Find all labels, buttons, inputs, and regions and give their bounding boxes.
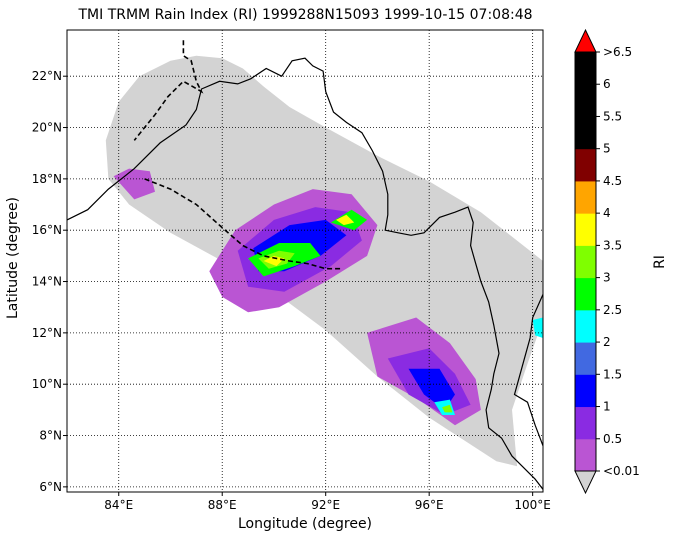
map-title: TMI TRMM Rain Index (RI) 1999288N15093 1… [78, 7, 533, 23]
y-tick-label-0: 6°N [39, 480, 62, 494]
y-tick-label-6: 18°N [32, 172, 62, 186]
colorbar-segment-5 [575, 277, 596, 311]
colorbar-segment-1 [575, 406, 596, 440]
y-tick-label-4: 14°N [32, 275, 62, 289]
colorbar-segment-0 [575, 438, 596, 472]
colorbar-tick-label-1: 0.5 [603, 432, 622, 446]
x-tick-label-3: 96°E [415, 498, 444, 512]
y-axis-label: Latitude (degree) [5, 196, 21, 320]
rain-region-10 [263, 255, 285, 267]
y-tick-label-2: 10°N [32, 377, 62, 391]
y-tick-label-3: 12°N [32, 326, 62, 340]
plot-frame [66, 29, 544, 493]
y-tick-label-8: 22°N [32, 69, 62, 83]
colorbar-over [574, 28, 597, 53]
colorbar-tick-label-12: 6 [603, 77, 611, 91]
colorbar-segment-9 [575, 148, 596, 182]
colorbar-tick-label-10: 5 [603, 142, 611, 156]
colorbar-tick-label-11: 5.5 [603, 109, 622, 123]
colorbar-segment-7 [575, 213, 596, 246]
colorbar-segment-3 [575, 342, 596, 375]
colorbar-segment-10 [575, 116, 596, 150]
colorbar-tick-label-2: 1 [603, 400, 611, 414]
coastline [67, 57, 543, 490]
colorbar-segment-6 [575, 245, 596, 279]
y-tick-label-7: 20°N [32, 121, 62, 135]
colorbar-tick-label-5: 2.5 [603, 303, 622, 317]
colorbar-tick-label-9: 4.5 [603, 174, 622, 188]
grid-layer [67, 30, 543, 492]
colorbar-tick-label-3: 1.5 [603, 367, 622, 381]
colorbar-tick-label-8: 4 [603, 206, 611, 220]
x-tick-label-1: 88°E [208, 498, 237, 512]
border-line [133, 40, 204, 141]
colorbar-label: RI [652, 255, 668, 269]
y-tick-label-5: 16°N [32, 223, 62, 237]
storm-track [144, 178, 342, 270]
colorbar-under [574, 470, 597, 495]
colorbar-tick-label-6: 3 [603, 271, 611, 285]
plot-layer [67, 40, 543, 490]
colorbar-segment-12 [575, 52, 596, 85]
x-axis-label: Longitude (degree) [237, 516, 373, 532]
coastline-gulf [513, 294, 543, 447]
x-tick-label-4: 100°E [514, 498, 551, 512]
colorbar-segment-2 [575, 374, 596, 408]
colorbar-tick-label-4: 2 [603, 335, 611, 349]
colorbar-tick-label-0: <0.01 [603, 464, 640, 478]
colorbar-segment-4 [575, 309, 596, 343]
rain-region-13 [442, 404, 453, 413]
rain-region-6 [408, 368, 455, 410]
colorbar-segment-8 [575, 180, 596, 214]
tick-layer: 84°E 88°E 92°E 96°E 100°E 6°N 8°N 10°N 12°N 14°N 1… [32, 69, 551, 512]
colorbar-frame [574, 51, 597, 472]
coastline-east [542, 268, 543, 271]
colorbar: <0.01 0.5 1 1.5 2 2.5 3 3.5 4 4.5 5 5.5 6 >6.5 [574, 28, 640, 495]
colorbar-segment-11 [575, 84, 596, 117]
colorbar-tick-label-13: >6.5 [603, 45, 632, 59]
x-tick-label-0: 84°E [104, 498, 133, 512]
rain-region-11 [336, 214, 355, 226]
colorbar-tick-label-7: 3.5 [603, 238, 622, 252]
y-tick-label-1: 8°N [39, 429, 62, 443]
x-tick-label-2: 92°E [311, 498, 340, 512]
